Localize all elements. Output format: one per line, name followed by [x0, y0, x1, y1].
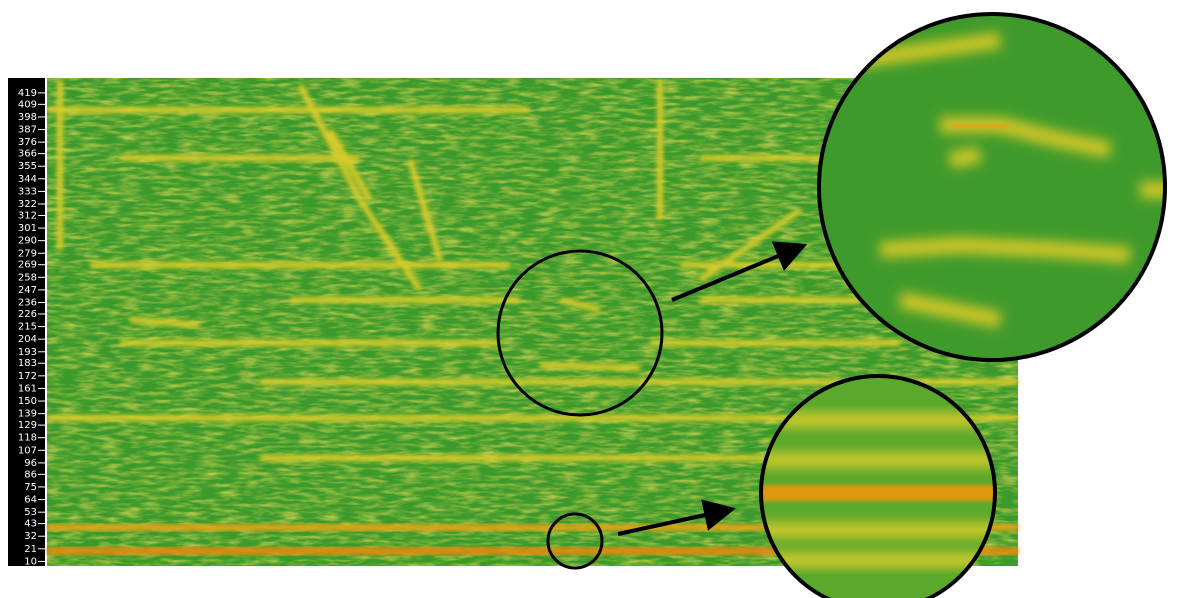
- y-tick-label: 150: [18, 396, 37, 407]
- y-tick-label: 247: [18, 285, 37, 296]
- y-tick-label: 204: [18, 334, 37, 345]
- y-tick-label: 258: [18, 272, 37, 283]
- y-tick-label: 161: [18, 383, 37, 394]
- y-tick-label: 344: [18, 174, 37, 185]
- y-tick-label: 226: [18, 309, 37, 320]
- y-tick-label: 75: [24, 482, 37, 493]
- y-tick-label: 366: [18, 149, 37, 160]
- y-tick-label: 215: [18, 322, 37, 333]
- y-tick-label: 398: [18, 112, 37, 123]
- y-tick-label: 96: [24, 458, 37, 469]
- y-tick-label: 290: [18, 236, 37, 247]
- y-tick-label: 269: [18, 260, 37, 271]
- y-tick-label: 172: [18, 371, 37, 382]
- y-tick-label: 333: [18, 186, 37, 197]
- y-tick-label: 312: [18, 210, 37, 221]
- y-tick-label: 419: [18, 88, 37, 99]
- y-tick-label: 86: [24, 469, 37, 480]
- y-tick-label: 409: [18, 99, 37, 110]
- y-tick-label: 355: [18, 161, 37, 172]
- y-tick-label: 107: [18, 445, 37, 456]
- y-tick-label: 10: [24, 556, 37, 567]
- y-tick-label: 183: [18, 358, 37, 369]
- y-tick-label: 279: [18, 248, 37, 259]
- y-tick-label: 139: [18, 409, 37, 420]
- y-tick-label: 118: [18, 433, 37, 444]
- y-tick-label: 301: [18, 223, 37, 234]
- y-tick-label: 32: [24, 531, 37, 542]
- y-tick-label: 53: [24, 507, 37, 518]
- y-tick-label: 43: [24, 519, 37, 530]
- y-tick-label: 236: [18, 298, 37, 309]
- chart: 1021 32435364 75 8696 107118 129139 150 161172 1…: [0, 0, 1184, 598]
- y-tick-label: 129: [18, 420, 37, 431]
- y-tick-label: 387: [18, 125, 37, 136]
- y-tick-label: 376: [18, 137, 37, 148]
- y-tick-label: 21: [24, 544, 37, 555]
- y-tick-label: 322: [18, 199, 37, 210]
- y-tick-label: 193: [18, 347, 37, 358]
- y-tick-label: 64: [24, 495, 37, 506]
